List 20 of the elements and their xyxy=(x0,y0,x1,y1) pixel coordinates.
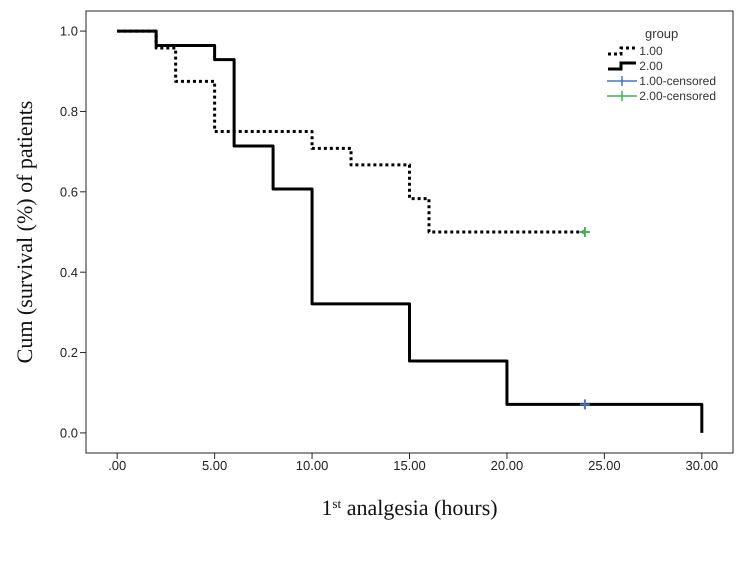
x-tick-label: 25.00 xyxy=(588,458,621,474)
legend-label: 2.00-censored xyxy=(639,88,716,102)
x-tick-label: 15.00 xyxy=(393,458,426,474)
y-tick-label: 0.0 xyxy=(60,426,78,441)
y-tick-label: 0.2 xyxy=(60,345,78,360)
x-tick-label: 10.00 xyxy=(296,458,328,474)
y-tick-label: 1.0 xyxy=(60,24,78,39)
x-tick-label: 5.00 xyxy=(202,458,228,474)
y-tick-label: 0.8 xyxy=(60,104,78,120)
legend-label: 2.00 xyxy=(639,58,663,72)
x-tick-label: 30.00 xyxy=(686,458,718,474)
y-tick-label: 0.4 xyxy=(60,264,78,280)
x-tick-label: .00 xyxy=(108,458,126,474)
y-tick-label: 0.6 xyxy=(60,184,78,200)
x-tick-label: 20.00 xyxy=(490,458,524,474)
y-axis-title: Cum (survival (%) of patients xyxy=(12,100,37,364)
legend-label: 1.00-censored xyxy=(639,74,716,88)
x-axis-title: 1$^{st}$ analgesia (hours) xyxy=(321,495,498,520)
legend-title: group xyxy=(644,26,680,41)
legend-label: 1.00 xyxy=(639,44,663,58)
